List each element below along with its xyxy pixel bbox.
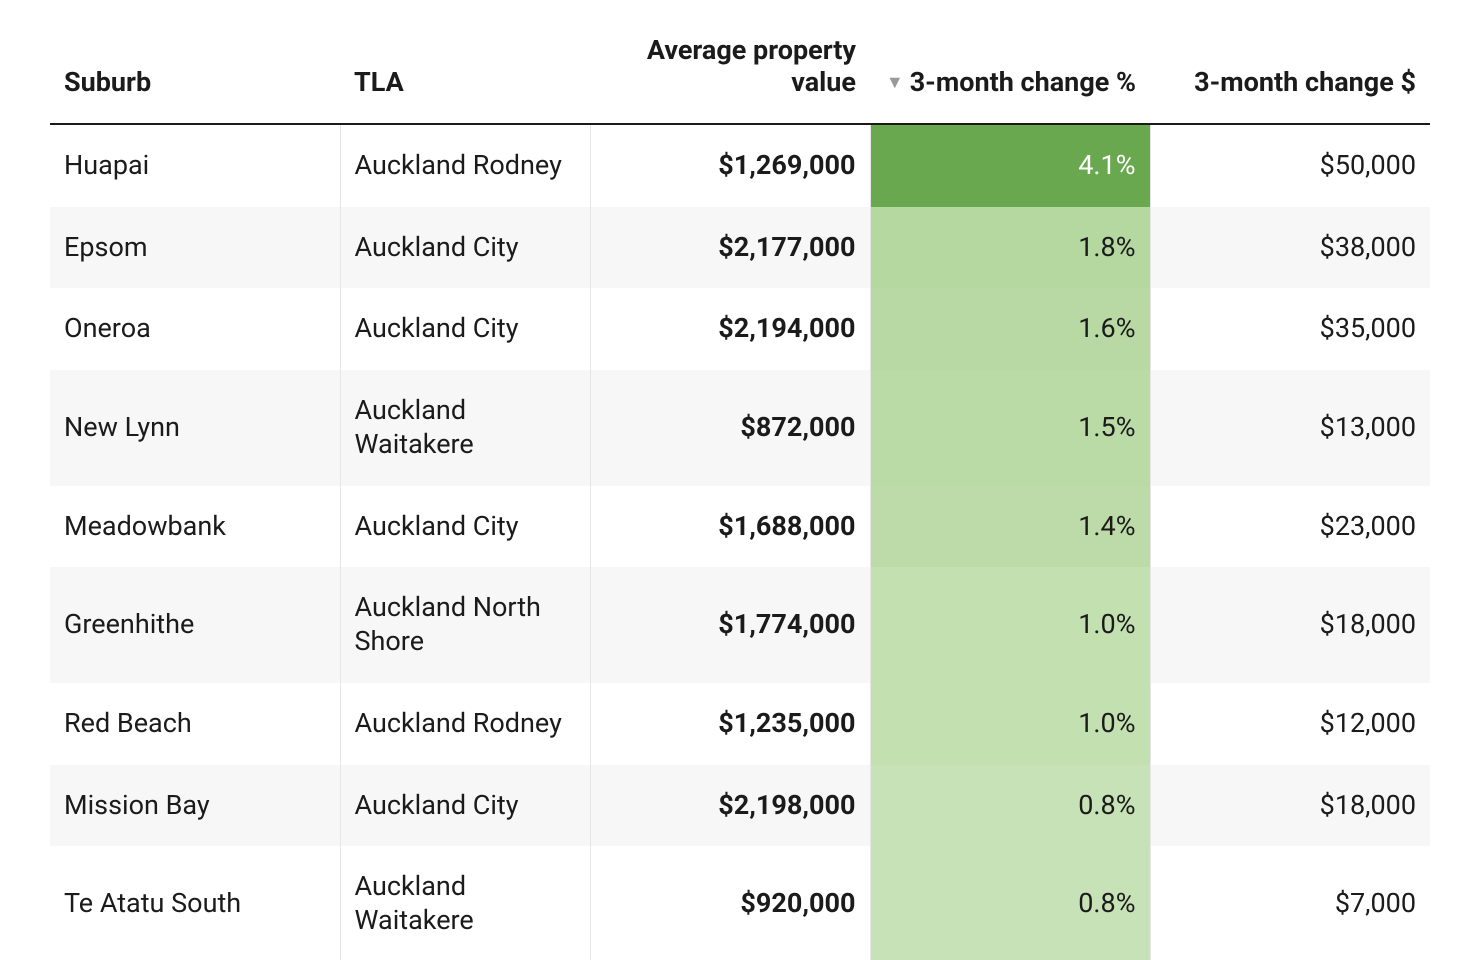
table-row[interactable]: New LynnAuckland Waitakere$872,0001.5%$1…: [50, 370, 1430, 486]
cell-avg-value: $1,269,000: [590, 124, 870, 207]
cell-change-dollar: $50,000: [1150, 124, 1430, 207]
table-body: HuapaiAuckland Rodney$1,269,0004.1%$50,0…: [50, 124, 1430, 960]
cell-avg-value: $2,198,000: [590, 765, 870, 847]
cell-change-pct: 0.8%: [870, 846, 1150, 960]
col-header-tla[interactable]: TLA: [340, 20, 590, 124]
cell-suburb: Oneroa: [50, 288, 340, 370]
cell-change-dollar: $18,000: [1150, 567, 1430, 683]
table-container: Suburb TLA Average property value ▼ 3-mon…: [0, 0, 1476, 960]
cell-avg-value: $1,774,000: [590, 567, 870, 683]
cell-change-pct: 1.0%: [870, 567, 1150, 683]
col-header-suburb[interactable]: Suburb: [50, 20, 340, 124]
cell-change-dollar: $23,000: [1150, 486, 1430, 568]
cell-tla: Auckland City: [340, 486, 590, 568]
cell-suburb: Huapai: [50, 124, 340, 207]
cell-change-pct: 1.5%: [870, 370, 1150, 486]
cell-tla: Auckland Rodney: [340, 683, 590, 765]
cell-suburb: Te Atatu South: [50, 846, 340, 960]
cell-avg-value: $2,194,000: [590, 288, 870, 370]
table-row[interactable]: GreenhitheAuckland North Shore$1,774,000…: [50, 567, 1430, 683]
cell-tla: Auckland City: [340, 288, 590, 370]
cell-change-pct: 1.6%: [870, 288, 1150, 370]
cell-tla: Auckland Rodney: [340, 124, 590, 207]
cell-change-pct: 0.8%: [870, 765, 1150, 847]
cell-change-dollar: $13,000: [1150, 370, 1430, 486]
table-row[interactable]: MeadowbankAuckland City$1,688,0001.4%$23…: [50, 486, 1430, 568]
cell-avg-value: $1,688,000: [590, 486, 870, 568]
cell-avg-value: $1,235,000: [590, 683, 870, 765]
cell-change-dollar: $7,000: [1150, 846, 1430, 960]
cell-tla: Auckland City: [340, 765, 590, 847]
col-header-change-dollar[interactable]: 3-month change $: [1150, 20, 1430, 124]
cell-tla: Auckland City: [340, 207, 590, 289]
table-row[interactable]: HuapaiAuckland Rodney$1,269,0004.1%$50,0…: [50, 124, 1430, 207]
table-row[interactable]: Red BeachAuckland Rodney$1,235,0001.0%$1…: [50, 683, 1430, 765]
cell-change-pct: 1.4%: [870, 486, 1150, 568]
table-header: Suburb TLA Average property value ▼ 3-mon…: [50, 20, 1430, 124]
cell-change-dollar: $12,000: [1150, 683, 1430, 765]
cell-suburb: Greenhithe: [50, 567, 340, 683]
table-row[interactable]: OneroaAuckland City$2,194,0001.6%$35,000: [50, 288, 1430, 370]
cell-suburb: Epsom: [50, 207, 340, 289]
table-row[interactable]: Mission BayAuckland City$2,198,0000.8%$1…: [50, 765, 1430, 847]
property-table: Suburb TLA Average property value ▼ 3-mon…: [50, 20, 1430, 960]
cell-change-dollar: $35,000: [1150, 288, 1430, 370]
sort-desc-icon: ▼: [886, 72, 904, 94]
cell-suburb: Meadowbank: [50, 486, 340, 568]
cell-change-pct: 1.0%: [870, 683, 1150, 765]
cell-change-dollar: $18,000: [1150, 765, 1430, 847]
cell-avg-value: $872,000: [590, 370, 870, 486]
cell-suburb: Mission Bay: [50, 765, 340, 847]
col-header-change-pct[interactable]: ▼ 3-month change %: [870, 20, 1150, 124]
cell-tla: Auckland Waitakere: [340, 846, 590, 960]
cell-change-pct: 4.1%: [870, 124, 1150, 207]
cell-avg-value: $2,177,000: [590, 207, 870, 289]
cell-change-pct: 1.8%: [870, 207, 1150, 289]
cell-suburb: New Lynn: [50, 370, 340, 486]
cell-suburb: Red Beach: [50, 683, 340, 765]
cell-tla: Auckland Waitakere: [340, 370, 590, 486]
cell-avg-value: $920,000: [590, 846, 870, 960]
table-row[interactable]: Te Atatu SouthAuckland Waitakere$920,000…: [50, 846, 1430, 960]
table-row[interactable]: EpsomAuckland City$2,177,0001.8%$38,000: [50, 207, 1430, 289]
cell-change-dollar: $38,000: [1150, 207, 1430, 289]
cell-tla: Auckland North Shore: [340, 567, 590, 683]
col-header-change-pct-label: 3-month change %: [910, 66, 1136, 98]
col-header-avg-value[interactable]: Average property value: [590, 20, 870, 124]
